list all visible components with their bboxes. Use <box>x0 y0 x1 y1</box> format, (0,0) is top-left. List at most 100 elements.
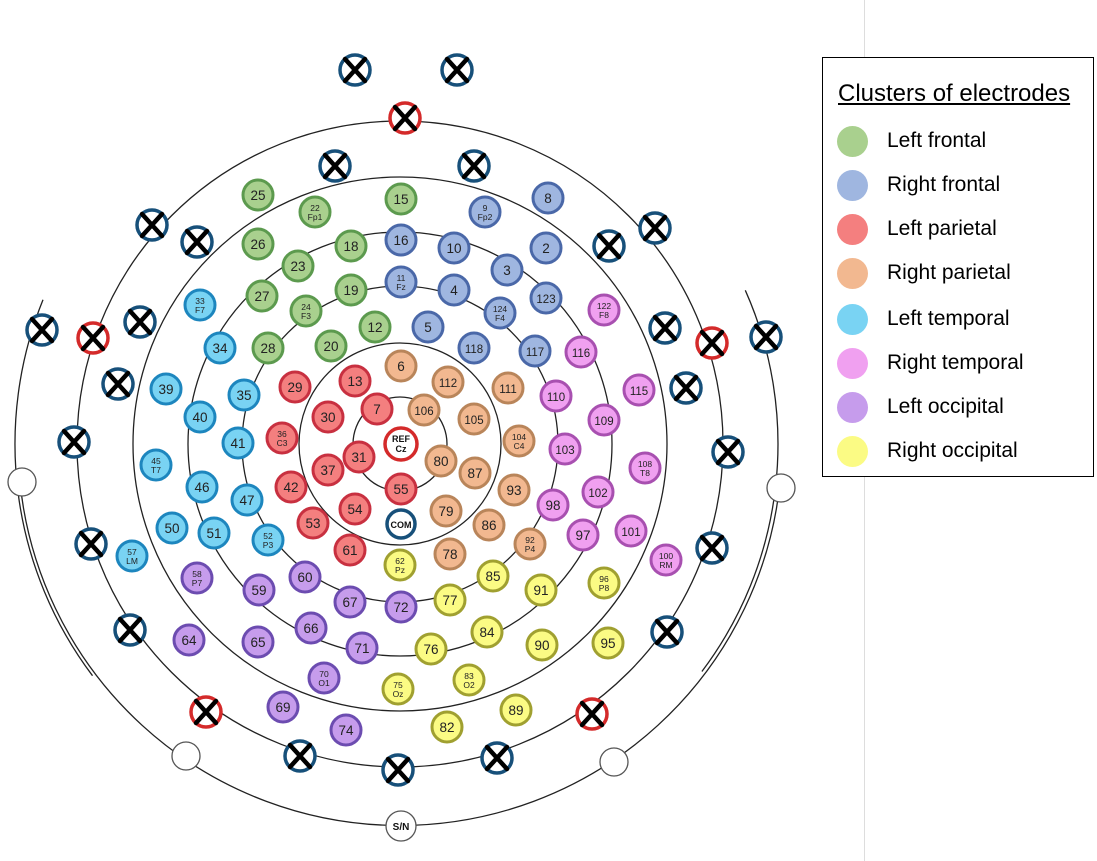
sn-electrode: S/N <box>385 810 417 842</box>
electrode-marker <box>241 178 275 212</box>
legend-box: Clusters of electrodes Left frontal Righ… <box>822 57 1094 477</box>
electrode-77: 77 <box>433 583 467 617</box>
electrode-marker <box>338 492 372 526</box>
electrode-number: 111 <box>499 384 516 396</box>
electrode-number: 75 <box>393 680 403 690</box>
reference-site: Cz <box>396 444 407 454</box>
cross-icon <box>579 700 605 728</box>
electrode-marker <box>251 523 285 557</box>
electrode-marker <box>470 615 504 649</box>
sn-marker <box>385 810 417 842</box>
electrode-number: 16 <box>393 233 408 248</box>
electrode-marker <box>437 273 471 307</box>
excluded-electrode-icon <box>283 739 317 773</box>
electrode-number: 106 <box>414 406 433 418</box>
electrode-marker <box>622 373 656 407</box>
reference-label: REF <box>392 434 411 444</box>
excluded-electrode-icon <box>381 753 415 787</box>
excluded-electrode-icon <box>25 313 59 347</box>
electrode-number: 23 <box>290 259 305 274</box>
electrode-marker <box>429 494 463 528</box>
cross-icon <box>642 214 668 242</box>
electrode-84: 84 <box>470 615 504 649</box>
electrode-marker <box>384 182 418 216</box>
electrode-number: 19 <box>343 283 358 298</box>
electrode-number: 6 <box>397 359 405 374</box>
electrode-82: 82 <box>430 710 464 744</box>
electrode-marker <box>311 400 345 434</box>
electrode-marker <box>381 672 415 706</box>
electrode-marker <box>384 472 418 506</box>
electrode-number: 12 <box>367 320 382 335</box>
electrode-marker <box>472 508 506 542</box>
electrode-site: F3 <box>301 311 311 321</box>
electrode-marker <box>203 331 237 365</box>
electrode-marker <box>414 632 448 666</box>
electrode-marker <box>149 372 183 406</box>
electrode-46: 46 <box>185 470 219 504</box>
electrode-19: 19 <box>334 273 368 307</box>
electrode-marker <box>433 583 467 617</box>
electrode-number: 2 <box>542 241 550 256</box>
electrode-number: 25 <box>250 188 265 203</box>
electrode-80: 80 <box>424 444 458 478</box>
excluded-electrode-icon <box>135 208 169 242</box>
legend-label: Left frontal <box>887 129 987 152</box>
electrode-number: 72 <box>393 600 408 615</box>
excluded-electrode-icon <box>457 149 491 183</box>
electrode-number: 37 <box>320 463 335 478</box>
legend-swatch <box>837 169 868 201</box>
electrode-number: 69 <box>275 700 290 715</box>
electrode-marker <box>457 331 491 365</box>
electrode-marker <box>581 475 615 509</box>
electrode-marker <box>424 444 458 478</box>
electrode-marker <box>483 296 517 330</box>
legend-label: Left occipital <box>887 395 1004 418</box>
cross-icon <box>654 618 680 646</box>
electrode-91: 91 <box>524 573 558 607</box>
scalp-ring <box>298 342 502 546</box>
electrode-site: F7 <box>195 305 205 315</box>
electrode-number: 74 <box>338 723 354 738</box>
electrode-marker <box>384 265 418 299</box>
excluded-electrode-icon <box>648 311 682 345</box>
electrode-72: 72 <box>384 590 418 624</box>
electrode-marker <box>289 294 323 328</box>
electrode-marker <box>183 400 217 434</box>
electrode-number: 87 <box>467 466 482 481</box>
electrode-marker <box>518 334 552 368</box>
excluded-electrode-icon <box>189 695 223 729</box>
electrode-42: 42 <box>274 470 308 504</box>
electrode-number: 95 <box>600 636 615 651</box>
electrode-marker <box>333 533 367 567</box>
legend-label: Right frontal <box>887 173 1001 196</box>
excluded-electrode-icon <box>711 435 745 469</box>
electrode-marker <box>185 470 219 504</box>
legend-swatch <box>837 257 868 289</box>
excluded-electrode-icon <box>74 527 108 561</box>
electrode-number: 15 <box>393 192 408 207</box>
electrode-number: 60 <box>297 570 312 585</box>
electrode-marker <box>358 310 392 344</box>
excluded-electrode-icon <box>388 101 422 135</box>
electrode-54: 54 <box>338 492 372 526</box>
electrode-number: 36 <box>277 429 287 439</box>
electrode-67: 67 <box>333 585 367 619</box>
electrode-number: 5 <box>424 320 432 335</box>
legend-swatch <box>837 347 868 379</box>
electrode-29: 29 <box>278 370 312 404</box>
excluded-electrode-icon <box>650 615 684 649</box>
electrode-site: T7 <box>151 465 161 475</box>
electrode-marker <box>241 625 275 659</box>
legend-swatch <box>837 303 868 335</box>
electrode-marker <box>499 693 533 727</box>
electrode-site: Fp2 <box>478 212 493 222</box>
electrode-number: 61 <box>342 543 357 558</box>
electrode-marker <box>197 516 231 550</box>
cross-icon <box>80 324 106 352</box>
electrode-number: 18 <box>343 239 358 254</box>
electrode-site: O2 <box>463 680 475 690</box>
